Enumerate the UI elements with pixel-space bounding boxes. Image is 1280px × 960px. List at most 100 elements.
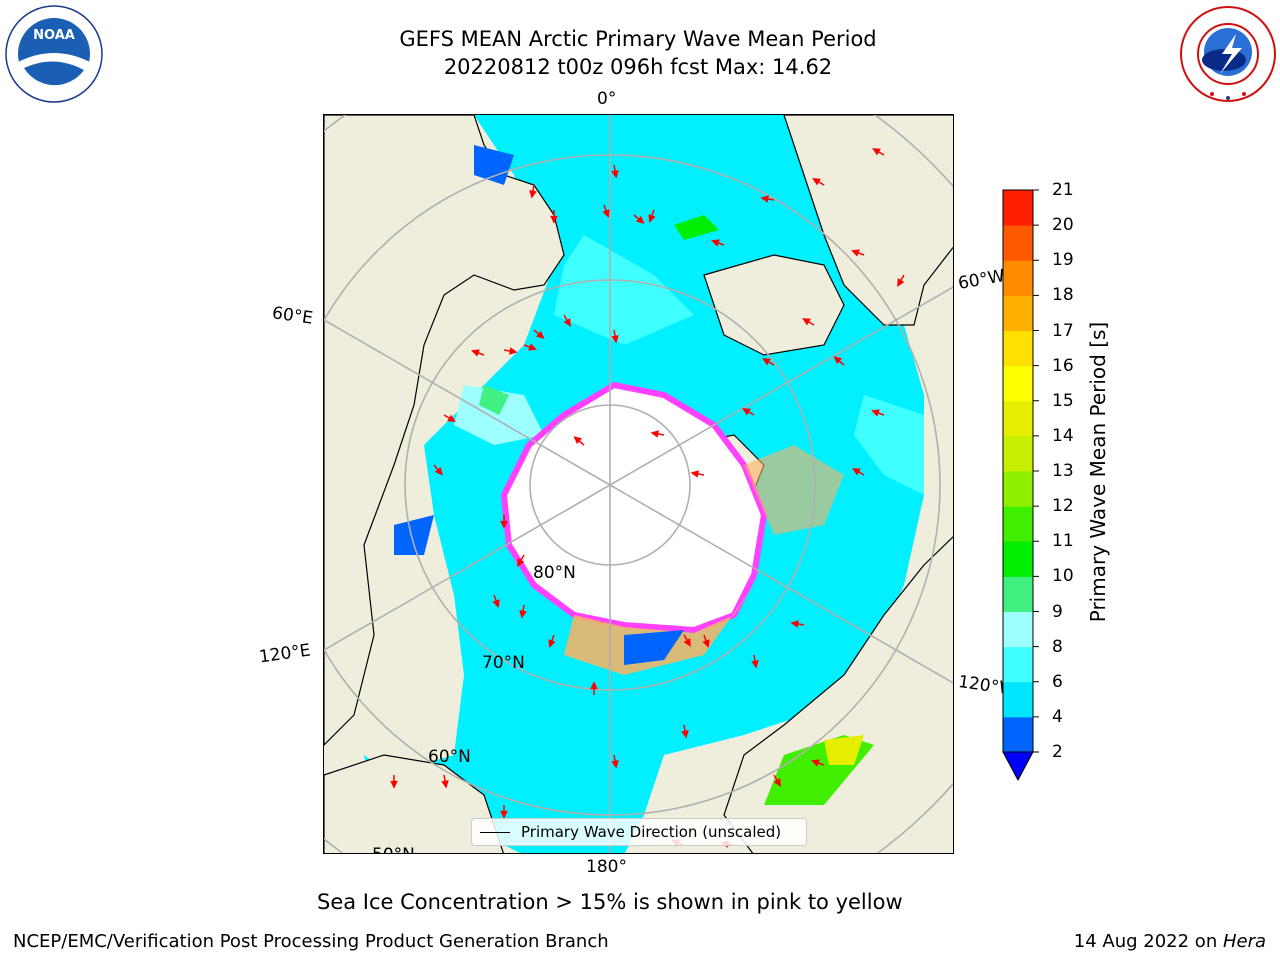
colorbar-tick-label: 4 — [1052, 706, 1063, 727]
wave-arrow-head — [852, 468, 861, 476]
wave-arrow-head — [711, 239, 720, 247]
wave-arrow-head — [683, 638, 691, 647]
colorbar-tick-label: 17 — [1052, 320, 1074, 341]
map-subtitle: 20220812 t00z 096h fcst Max: 14.62 — [443, 55, 833, 79]
colorbar-band — [1003, 681, 1033, 718]
colorbar-band — [1003, 260, 1033, 296]
wave-arrow-head — [773, 778, 781, 787]
legend-label: Primary Wave Direction (unscaled) — [521, 823, 782, 841]
lon-label-180: 180° — [586, 857, 627, 877]
lat-label-50: 50°N — [372, 845, 415, 853]
wave-arrow-head — [751, 660, 759, 669]
wave-arrow-head — [690, 470, 699, 478]
colorbar-tick-label: 2 — [1052, 742, 1063, 762]
colorbar-band — [1003, 435, 1033, 472]
lat-label-60: 60°N — [428, 747, 471, 767]
wave-arrow-head — [563, 318, 571, 327]
wave-arrow-head — [550, 215, 558, 224]
colorbar-tick-label: 13 — [1052, 461, 1074, 481]
map-legend: Primary Wave Direction (unscaled) — [471, 818, 807, 846]
wave-arrow-head — [871, 409, 880, 417]
wave-arrow-head — [811, 759, 820, 767]
colorbar-tick-label: 6 — [1052, 671, 1063, 692]
ice-region — [500, 381, 844, 675]
colorbar-band — [1003, 225, 1033, 261]
wave-arrow-head — [447, 414, 456, 422]
wave-arrow-head — [519, 610, 527, 619]
colorbar-band — [1003, 190, 1033, 226]
colorbar-band — [1003, 330, 1033, 367]
wave-arrow-head — [500, 810, 508, 819]
wave-arrow-head — [548, 639, 556, 648]
colorbar-tick-label: 10 — [1052, 566, 1074, 587]
wave-arrow-head — [492, 599, 500, 608]
wave-arrow-head — [872, 148, 881, 156]
lat-label-70: 70°N — [482, 653, 525, 673]
colorbar-label: Primary Wave Mean Period [s] — [1086, 321, 1110, 623]
colorbar-band — [1003, 471, 1033, 507]
colorbar — [1002, 189, 1039, 782]
wave-arrow-head — [590, 681, 598, 690]
colorbar-band — [1003, 400, 1033, 437]
swell-region — [394, 145, 874, 805]
wave-arrow-head — [529, 190, 537, 199]
noaa-logo: NOAA — [4, 4, 104, 104]
legend-line-swatch — [480, 832, 510, 833]
wave-direction-arrows — [390, 148, 905, 848]
wave-arrow-head — [611, 335, 619, 344]
colorbar-tick-label: 15 — [1052, 390, 1074, 411]
wave-arrow-head — [471, 349, 480, 357]
colorbar-band — [1003, 365, 1033, 402]
colorbar-tick-label: 11 — [1052, 531, 1074, 552]
wave-arrow-head — [536, 330, 545, 339]
wave-arrow-head — [702, 639, 710, 648]
wave-arrow-head — [851, 249, 860, 257]
wave-arrow-head — [742, 408, 751, 416]
wave-arrow-head — [681, 730, 689, 739]
colorbar-tick-label: 9 — [1052, 601, 1063, 622]
wave-arrow-head — [762, 358, 771, 366]
graticule — [324, 115, 953, 853]
colorbar-tick-label: 18 — [1052, 285, 1074, 306]
colorbar-tick-label: 16 — [1052, 355, 1074, 376]
lon-label-0: 0° — [597, 89, 617, 109]
wave-arrow-head — [760, 195, 769, 203]
wave-arrow-head — [812, 178, 821, 186]
wave-arrow-head — [602, 209, 610, 218]
colorbar-band — [1003, 295, 1033, 331]
wave-arrow-head — [573, 436, 582, 445]
wave-arrow-head — [650, 430, 659, 438]
wave-arrow-head — [517, 558, 525, 567]
lon-label-120e: 120°E — [257, 640, 312, 668]
colorbar-tick-label: 21 — [1052, 180, 1074, 200]
wave-arrow-head — [509, 347, 518, 355]
wave-arrow-head — [434, 467, 443, 476]
wave-arrow-head — [390, 780, 398, 789]
colorbar-band — [1003, 716, 1033, 753]
lon-label-60e: 60°E — [270, 303, 315, 329]
wave-arrow-head — [611, 170, 619, 179]
footer-date-text: 14 Aug 2022 on — [1073, 931, 1223, 952]
footer-host: Hera — [1222, 931, 1266, 952]
wave-arrow-head — [790, 620, 799, 628]
colorbar-band — [1003, 646, 1033, 683]
wave-arrow-head — [648, 214, 656, 223]
wave-arrow-head — [897, 278, 905, 287]
colorbar-band — [1003, 506, 1033, 542]
footer-branch: NCEP/EMC/Verification Post Processing Pr… — [13, 931, 609, 952]
wave-arrow-head — [833, 356, 842, 365]
colorbar-band — [1003, 611, 1033, 648]
wave-arrow-head — [528, 343, 537, 351]
colorbar-tick-label: 20 — [1052, 215, 1074, 236]
colorbar-tick-label: 12 — [1052, 496, 1074, 517]
ice-caption: Sea Ice Concentration > 15% is shown in … — [317, 890, 903, 914]
colorbar-tick-label: 14 — [1052, 425, 1074, 446]
map-title: GEFS MEAN Arctic Primary Wave Mean Perio… — [399, 27, 877, 51]
wave-arrow-head — [636, 215, 645, 224]
colorbar-tick-label: 19 — [1052, 250, 1074, 271]
nws-logo — [1178, 4, 1278, 104]
wave-arrow-head — [441, 780, 449, 789]
wave-arrow-head — [802, 318, 811, 326]
colorbar-extend-triangle — [1002, 751, 1034, 782]
wave-arrow-head — [611, 760, 619, 769]
